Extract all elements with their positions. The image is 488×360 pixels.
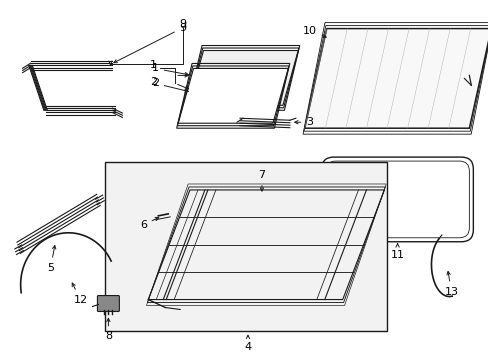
Text: 8: 8 [104, 318, 112, 341]
FancyBboxPatch shape [321, 157, 472, 242]
Text: 5: 5 [47, 246, 56, 273]
Polygon shape [178, 68, 288, 123]
Text: 2: 2 [149, 77, 157, 87]
Polygon shape [304, 28, 488, 128]
Polygon shape [188, 50, 298, 105]
Text: 7: 7 [258, 170, 265, 191]
Text: 1: 1 [151, 63, 188, 76]
Text: 13: 13 [444, 271, 457, 297]
Text: 11: 11 [390, 244, 404, 260]
Text: 10: 10 [302, 26, 325, 37]
Text: 2: 2 [151, 78, 188, 92]
Bar [105, 162, 386, 332]
Text: 4: 4 [244, 335, 251, 352]
Text: 6: 6 [140, 217, 159, 230]
Text: 9: 9 [114, 23, 186, 63]
FancyBboxPatch shape [97, 296, 119, 311]
Text: 9: 9 [179, 19, 186, 28]
Text: 3: 3 [294, 117, 313, 127]
Text: 1: 1 [149, 60, 157, 71]
Text: 12: 12 [72, 283, 87, 305]
